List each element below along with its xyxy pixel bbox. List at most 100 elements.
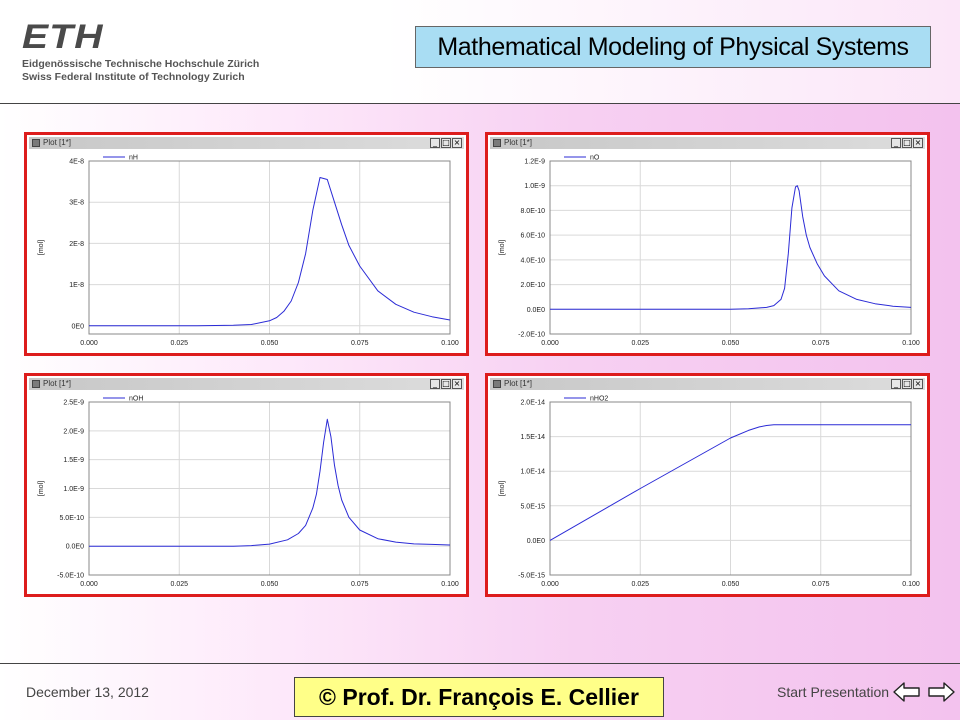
plot-area-nOH: 0.000 0.025 0.050 0.075 0.100 -5.0E-10 0.0E0 5.… <box>38 396 459 589</box>
slide-title: Mathematical Modeling of Physical System… <box>415 26 931 68</box>
copyright-notice: © Prof. Dr. François E. Cellier <box>294 677 664 717</box>
logo-line-english: Swiss Federal Institute of Technology Zu… <box>22 71 245 83</box>
window-icon <box>32 380 40 388</box>
logo-wordmark: ETH <box>22 18 104 56</box>
x-tick-label: 0.000 <box>541 581 559 588</box>
y-tick-label: 1.0E-9 <box>524 183 545 190</box>
eth-logo: ETH Eidgenössische Technische Hochschule… <box>22 20 259 84</box>
maximize-button[interactable]: □ <box>902 379 912 389</box>
y-tick-label: 1.5E-14 <box>520 434 545 441</box>
y-tick-label: 1.2E-9 <box>524 159 545 166</box>
plot-window-body: Plot [1*] _ □ × 0.000 0.025 0.050 0.075 0.10… <box>488 135 927 353</box>
back-arrow-icon[interactable] <box>892 680 922 704</box>
maximize-button[interactable]: □ <box>441 379 451 389</box>
y-tick-label: 5.0E-15 <box>520 503 545 510</box>
x-tick-label: 0.000 <box>541 340 559 347</box>
plot-window-nHO2[interactable]: Plot [1*] _ □ × 0.000 0.025 0.050 0.075 0.10… <box>485 373 930 597</box>
navigation-arrows <box>892 680 956 704</box>
y-tick-label: 5.0E-10 <box>59 515 84 522</box>
close-button[interactable]: × <box>913 138 923 148</box>
y-tick-label: 4E-8 <box>69 159 84 166</box>
window-icon <box>32 139 40 147</box>
maximize-button[interactable]: □ <box>441 138 451 148</box>
x-tick-label: 0.000 <box>80 340 98 347</box>
x-tick-label: 0.025 <box>170 340 188 347</box>
x-tick-label: 0.100 <box>902 581 920 588</box>
maximize-button[interactable]: □ <box>902 138 912 148</box>
plot-axes-frame <box>549 160 912 335</box>
y-tick-label: 6.0E-10 <box>520 233 545 240</box>
plot-window-title: Plot [1*] <box>504 138 533 147</box>
y-tick-label: 1E-8 <box>69 282 84 289</box>
window-controls: _ □ × <box>430 379 462 389</box>
y-tick-label: 0.0E0 <box>527 538 545 545</box>
plot-window-nO[interactable]: Plot [1*] _ □ × 0.000 0.025 0.050 0.075 0.10… <box>485 132 930 356</box>
window-controls: _ □ × <box>891 379 923 389</box>
legend-label: nHO2 <box>590 396 608 403</box>
plot-area-nH: 0.000 0.025 0.050 0.075 0.100 0E0 1E-8 2E-8 3E-8… <box>38 155 459 348</box>
y-tick-label: 0.0E0 <box>527 307 545 314</box>
y-tick-label: 2.5E-9 <box>63 400 84 407</box>
x-tick-label: 0.075 <box>812 581 830 588</box>
footer-date: December 13, 2012 <box>26 684 149 700</box>
x-tick-label: 0.100 <box>441 340 459 347</box>
plot-titlebar[interactable]: Plot [1*] _ □ × <box>29 378 464 390</box>
x-tick-label: 0.075 <box>351 340 369 347</box>
close-button[interactable]: × <box>452 379 462 389</box>
y-tick-label: -5.0E-15 <box>518 573 545 580</box>
legend-label: nH <box>129 155 138 162</box>
x-tick-label: 0.075 <box>812 340 830 347</box>
plot-axes-frame <box>88 401 451 576</box>
plot-window-nOH[interactable]: Plot [1*] _ □ × 0.000 0.025 0.050 0.075 0.10… <box>24 373 469 597</box>
plot-axes-frame <box>549 401 912 576</box>
legend-label: nOH <box>129 396 143 403</box>
y-tick-label: 2.0E-10 <box>520 282 545 289</box>
plot-titlebar[interactable]: Plot [1*] _ □ × <box>490 378 925 390</box>
y-tick-label: 1.0E-9 <box>63 486 84 493</box>
window-controls: _ □ × <box>430 138 462 148</box>
y-tick-label: 2.0E-14 <box>520 400 545 407</box>
x-tick-label: 0.075 <box>351 581 369 588</box>
x-tick-label: 0.025 <box>631 581 649 588</box>
x-tick-label: 0.050 <box>261 581 279 588</box>
y-tick-label: 0E0 <box>72 323 85 330</box>
y-tick-label: 4.0E-10 <box>520 257 545 264</box>
x-tick-label: 0.100 <box>441 581 459 588</box>
plot-window-nH[interactable]: Plot [1*] _ □ × 0.000 0.025 0.050 0.075 0.10… <box>24 132 469 356</box>
minimize-button[interactable]: _ <box>891 379 901 389</box>
minimize-button[interactable]: _ <box>430 138 440 148</box>
plot-area-nHO2: 0.000 0.025 0.050 0.075 0.100 -5.0E-15 0.0E0 5.… <box>499 396 920 589</box>
plot-window-body: Plot [1*] _ □ × 0.000 0.025 0.050 0.075 0.10… <box>27 135 466 353</box>
y-axis-label: [mol] <box>38 481 45 496</box>
series-line-nO <box>550 185 912 310</box>
plot-window-body: Plot [1*] _ □ × 0.000 0.025 0.050 0.075 0.10… <box>488 376 927 594</box>
window-icon <box>493 139 501 147</box>
y-tick-label: 8.0E-10 <box>520 208 545 215</box>
x-tick-label: 0.100 <box>902 340 920 347</box>
plot-window-title: Plot [1*] <box>43 138 72 147</box>
footer-divider <box>0 663 960 664</box>
start-presentation-link[interactable]: Start Presentation <box>777 684 890 700</box>
window-icon <box>493 380 501 388</box>
close-button[interactable]: × <box>913 379 923 389</box>
minimize-button[interactable]: _ <box>430 379 440 389</box>
plot-area-nO: 0.000 0.025 0.050 0.075 0.100 -2.0E-10 0.0E0 2.… <box>499 155 920 348</box>
minimize-button[interactable]: _ <box>891 138 901 148</box>
plot-axes-frame <box>88 160 451 335</box>
plot-window-title: Plot [1*] <box>43 379 72 388</box>
forward-arrow-icon[interactable] <box>926 680 956 704</box>
y-tick-label: 3E-8 <box>69 200 84 207</box>
y-tick-label: 2.0E-9 <box>63 428 84 435</box>
y-tick-label: 1.5E-9 <box>63 457 84 464</box>
y-tick-label: -5.0E-10 <box>57 573 84 580</box>
legend-label: nO <box>590 155 600 162</box>
y-axis-label: [mol] <box>38 240 45 255</box>
plot-window-body: Plot [1*] _ □ × 0.000 0.025 0.050 0.075 0.10… <box>27 376 466 594</box>
plot-titlebar[interactable]: Plot [1*] _ □ × <box>29 137 464 149</box>
close-button[interactable]: × <box>452 138 462 148</box>
x-tick-label: 0.025 <box>631 340 649 347</box>
plot-titlebar[interactable]: Plot [1*] _ □ × <box>490 137 925 149</box>
series-line-nH <box>89 177 451 327</box>
x-tick-label: 0.000 <box>80 581 98 588</box>
y-tick-label: 1.0E-14 <box>520 469 545 476</box>
